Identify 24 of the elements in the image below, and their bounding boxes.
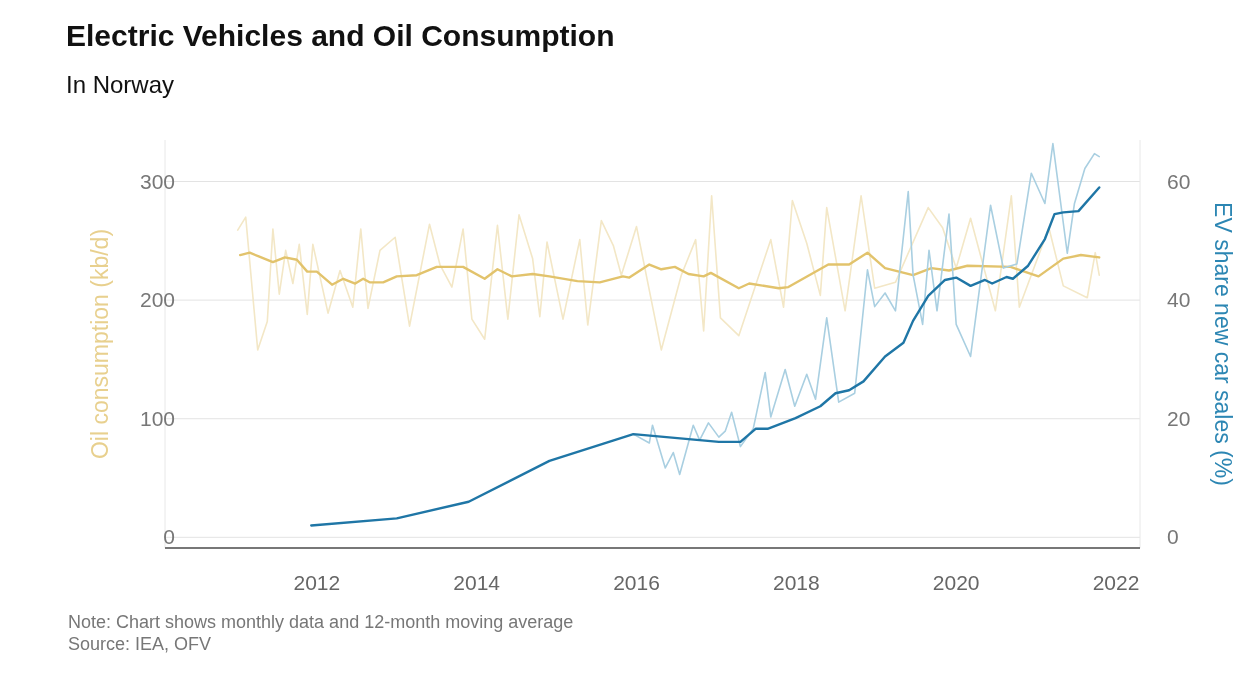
x-tick-label: 2016	[613, 571, 660, 594]
text: Note: Chart shows monthly data and 12-month moving average	[68, 612, 574, 632]
line-series	[310, 186, 1101, 527]
y2-tick-label: 0	[1167, 525, 1179, 549]
x-tick-label: 2022	[1092, 571, 1140, 594]
line-series	[236, 194, 1101, 351]
line-series	[632, 142, 1101, 476]
x-tick-label: 2014	[453, 571, 501, 594]
y2-tick-label: 20	[1167, 406, 1191, 430]
x-tick-label: 2018	[772, 571, 820, 594]
x-tick-label: 2012	[293, 571, 341, 594]
y-tick-label: 100	[139, 406, 175, 430]
source-note: Source: IEA, OFV	[68, 634, 212, 654]
line-series	[238, 251, 1101, 290]
y-tick-label: 0	[163, 525, 175, 549]
x-tick-label: 2020	[932, 571, 980, 594]
chart-title: Electric Vehicles and Oil Consumption	[66, 19, 615, 52]
y2-axis-title: EV share new car sales (%)	[1210, 202, 1236, 486]
y2-tick-label: 60	[1167, 169, 1191, 193]
y2-tick-label: 40	[1167, 288, 1191, 312]
y-axis-title: Oil consumption (kb/d)	[87, 228, 113, 460]
y-tick-label: 200	[139, 288, 175, 312]
y-tick-label: 300	[139, 169, 175, 193]
chart-subtitle: In Norway	[66, 71, 175, 98]
